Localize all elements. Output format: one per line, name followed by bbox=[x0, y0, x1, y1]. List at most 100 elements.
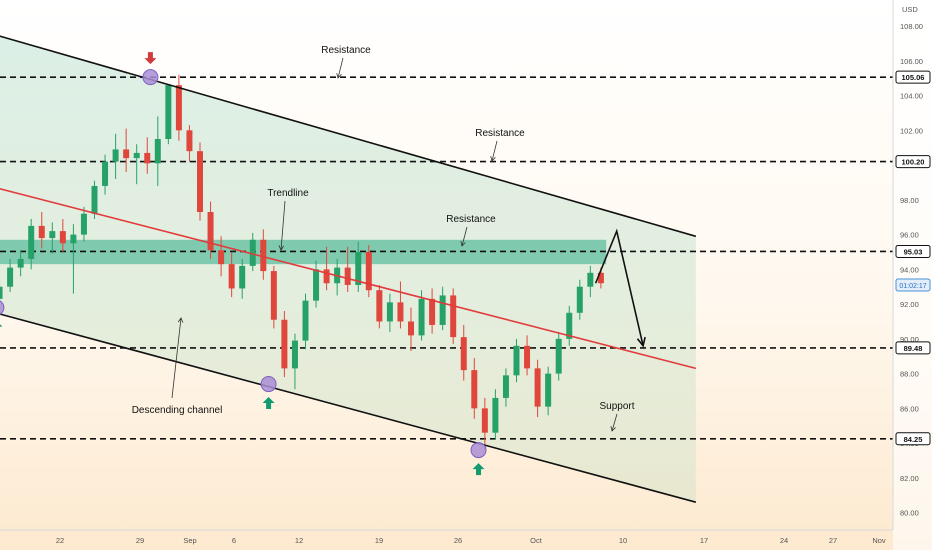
up-arrow-icon bbox=[0, 324, 3, 327]
candle-body bbox=[376, 290, 383, 322]
pivot-circle bbox=[470, 442, 487, 459]
candle-body bbox=[545, 373, 552, 407]
price-tick: 88.00 bbox=[900, 370, 919, 379]
candle-body bbox=[59, 231, 66, 244]
channel-upper-line bbox=[0, 35, 697, 238]
time-tick: Nov bbox=[872, 536, 886, 545]
price-tick: 108.00 bbox=[900, 22, 923, 31]
price-badge bbox=[895, 244, 931, 258]
candle-body bbox=[302, 300, 309, 341]
time-tick: 24 bbox=[780, 536, 788, 545]
candle-body bbox=[355, 251, 362, 285]
price-badge-label: 84.25 bbox=[904, 435, 923, 444]
candle-body bbox=[112, 149, 119, 162]
up-arrow-icon bbox=[262, 397, 275, 410]
candle-body bbox=[291, 340, 298, 369]
candle-body bbox=[49, 231, 56, 239]
pivot-circle bbox=[142, 69, 159, 86]
time-tick: 19 bbox=[375, 536, 383, 545]
projection-path bbox=[594, 228, 644, 346]
candle-body bbox=[218, 250, 225, 265]
annotation-support-pointer-head bbox=[610, 426, 616, 432]
annotation-resistance-zone-pointer bbox=[461, 226, 468, 247]
down-arrow-icon bbox=[144, 52, 157, 65]
candle-body bbox=[186, 130, 193, 152]
annotation-resistance-zone: Resistance bbox=[446, 214, 496, 225]
price-badge-label: 100.20 bbox=[902, 158, 925, 167]
candle-body bbox=[260, 239, 267, 272]
candle-body bbox=[502, 375, 509, 398]
pivot-circle bbox=[260, 376, 277, 393]
candle-body bbox=[249, 239, 256, 266]
annotation-descending-channel-pointer bbox=[171, 317, 182, 399]
price-tick: 104.00 bbox=[900, 92, 923, 101]
annotation-descending-channel: Descending channel bbox=[132, 405, 223, 416]
annotation-resistance-mid-pointer-head bbox=[490, 156, 496, 162]
annotation-trendline-pointer-head bbox=[278, 245, 285, 251]
price-tick: 80.00 bbox=[900, 509, 919, 518]
time-tick: 27 bbox=[829, 536, 837, 545]
trendline bbox=[0, 187, 697, 370]
price-tick: 102.00 bbox=[900, 126, 923, 135]
candle-body bbox=[38, 225, 45, 239]
annotation-support-pointer bbox=[611, 413, 618, 432]
projection-arrowhead bbox=[636, 336, 646, 348]
candle-body bbox=[28, 225, 35, 259]
annotation-resistance-zone-pointer-head bbox=[460, 241, 466, 247]
candle-body bbox=[524, 345, 531, 369]
pivot-circle bbox=[0, 300, 5, 315]
candle-body bbox=[175, 85, 182, 131]
price-badge-label: 89.48 bbox=[904, 344, 923, 353]
time-tick: 12 bbox=[295, 536, 303, 545]
price-tick: 98.00 bbox=[900, 196, 919, 205]
candle-body bbox=[555, 338, 562, 374]
candle-body bbox=[102, 161, 109, 186]
price-tick: 96.00 bbox=[900, 231, 919, 240]
price-badge-label: 105.06 bbox=[902, 73, 925, 82]
price-badge-label: 01:02:17 bbox=[899, 283, 926, 290]
candle-body bbox=[323, 269, 330, 284]
candle-body bbox=[207, 212, 214, 251]
time-tick: Oct bbox=[530, 536, 543, 545]
candle-body bbox=[313, 269, 320, 301]
price-badge bbox=[895, 155, 931, 169]
candle-body bbox=[80, 213, 87, 235]
price-badge bbox=[895, 70, 931, 84]
price-tick: 90.00 bbox=[900, 335, 919, 344]
candle-body bbox=[165, 85, 172, 140]
candle-body bbox=[0, 286, 3, 299]
time-tick: 26 bbox=[454, 536, 462, 545]
candle-body bbox=[418, 298, 425, 336]
candle-body bbox=[513, 345, 520, 376]
candle-body bbox=[397, 302, 404, 322]
candle-body bbox=[239, 265, 246, 289]
up-arrow-icon bbox=[472, 463, 485, 476]
annotation-support: Support bbox=[599, 401, 634, 412]
annotation-resistance-mid-pointer bbox=[491, 140, 498, 162]
annotation-resistance-top-pointer bbox=[337, 57, 344, 79]
candle-body bbox=[386, 302, 393, 322]
candle-body bbox=[429, 298, 436, 325]
candle-body bbox=[460, 337, 467, 371]
candle-body bbox=[7, 267, 14, 287]
price-tick: 106.00 bbox=[900, 57, 923, 66]
price-badge bbox=[895, 432, 931, 446]
candle-body bbox=[450, 295, 457, 338]
candle-body bbox=[481, 408, 488, 433]
candle-body bbox=[365, 251, 372, 291]
price-tick: 86.00 bbox=[900, 404, 919, 413]
candle-body bbox=[471, 370, 478, 409]
price-badge bbox=[895, 341, 931, 355]
annotation-resistance-top: Resistance bbox=[321, 45, 371, 56]
time-tick: 6 bbox=[232, 536, 236, 545]
time-tick: 17 bbox=[700, 536, 708, 545]
candle-body bbox=[270, 271, 277, 320]
time-tick: 29 bbox=[136, 536, 144, 545]
channel-lower-line bbox=[0, 313, 697, 503]
candle-body bbox=[154, 139, 161, 164]
price-badge-label: 95.03 bbox=[904, 247, 923, 256]
candle-body bbox=[534, 368, 541, 407]
candle-body bbox=[133, 152, 140, 159]
